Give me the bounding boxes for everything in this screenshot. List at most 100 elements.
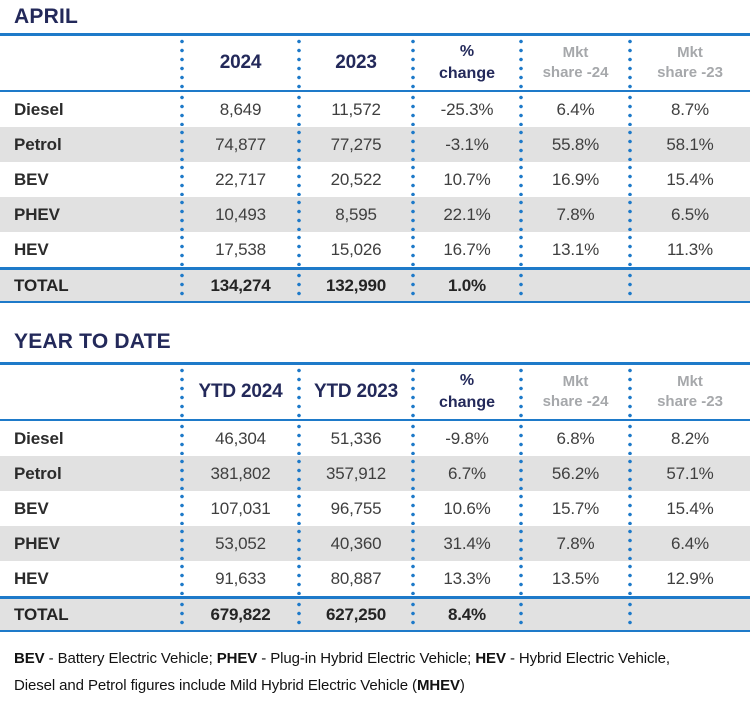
cell-2024: 107,031 [180,491,299,526]
ytd-header-row: YTD 2024 YTD 2023 % change Mkt share -24… [0,364,750,421]
table-row-phev: PHEV 10,493 8,595 22.1% 7.8% 6.5% [0,197,750,232]
cell-change: 22.1% [411,197,521,232]
cell-share23: 11.3% [628,232,750,269]
cell-2023: 627,250 [297,598,413,632]
cell-change: 8.4% [411,598,521,632]
table-row-hev: HEV 91,633 80,887 13.3% 13.5% 12.9% [0,561,750,598]
cell-share24: 7.8% [519,197,630,232]
cell-change: -25.3% [411,91,521,127]
cell-2023: 80,887 [297,561,413,598]
cell-share23: 12.9% [628,561,750,598]
col-header-empty [0,364,182,421]
col-header-2023: 2023 [297,35,413,92]
row-label: TOTAL [14,275,69,295]
cell-2024: 17,538 [180,232,299,269]
april-header-row: 2024 2023 % change Mkt share -24 Mkt sha… [0,35,750,92]
cell-share24 [519,269,630,303]
cell-change: -9.8% [411,420,521,456]
table-row-diesel: Diesel 8,649 11,572 -25.3% 6.4% 8.7% [0,91,750,127]
cell-share24: 13.1% [519,232,630,269]
footnote-text: - Hybrid Electric Vehicle, Diesel and Pe… [14,650,670,694]
cell-change: -3.1% [411,127,521,162]
footnote-abbrev-mhev: MHEV [416,677,460,694]
row-label: BEV [14,498,49,518]
cell-share23: 8.7% [628,91,750,127]
table-row-hev: HEV 17,538 15,026 16.7% 13.1% 11.3% [0,232,750,269]
footnote-abbrev-hev: HEV [475,650,506,667]
cell-change: 10.7% [411,162,521,197]
cell-change: 10.6% [411,491,521,526]
table-row-bev: BEV 107,031 96,755 10.6% 15.7% 15.4% [0,491,750,526]
row-label: PHEV [14,204,60,224]
april-section-title: APRIL [14,5,78,28]
cell-share23: 58.1% [628,127,750,162]
table-row-total: TOTAL 679,822 627,250 8.4% [0,597,750,632]
cell-share24: 6.8% [519,420,630,456]
cell-share23: 15.4% [628,162,750,197]
col-header-ytd-2023: YTD 2023 [297,364,413,421]
table-row-diesel: Diesel 46,304 51,336 -9.8% 6.8% 8.2% [0,420,750,456]
cell-change: 6.7% [411,456,521,491]
col-header-ytd-2024: YTD 2024 [180,364,299,421]
row-label: BEV [14,169,49,189]
cell-share24: 55.8% [519,127,630,162]
col-header-empty [0,35,182,92]
col-header-mkt-share-24: Mkt share -24 [519,364,630,421]
row-label: TOTAL [14,604,69,624]
row-label: Petrol [14,463,62,483]
ytd-table: YTD 2024 YTD 2023 % change Mkt share -24… [0,362,750,632]
footnote-legend: BEV - Battery Electric Vehicle; PHEV - P… [14,645,736,699]
row-label: HEV [14,568,49,588]
cell-2024: 22,717 [180,162,299,197]
row-label: PHEV [14,533,60,553]
cell-share23 [628,269,750,303]
col-header-mkt-share-23: Mkt share -23 [628,35,750,92]
ytd-section-title: YEAR TO DATE [14,330,171,353]
cell-2024: 134,274 [180,269,299,303]
table-row-petrol: Petrol 74,877 77,275 -3.1% 55.8% 58.1% [0,127,750,162]
cell-2024: 74,877 [180,127,299,162]
footnote-text: - Plug-in Hybrid Electric Vehicle; [257,650,476,667]
cell-share23: 6.4% [628,526,750,561]
cell-2023: 20,522 [297,162,413,197]
col-header-mkt-share-23: Mkt share -23 [628,364,750,421]
cell-2024: 46,304 [180,420,299,456]
cell-2024: 10,493 [180,197,299,232]
cell-2023: 132,990 [297,269,413,303]
cell-2023: 96,755 [297,491,413,526]
cell-2023: 51,336 [297,420,413,456]
april-table: 2024 2023 % change Mkt share -24 Mkt sha… [0,33,750,303]
cell-2023: 11,572 [297,91,413,127]
col-header-pct-change: % change [411,364,521,421]
footnote-text: ) [459,677,465,694]
cell-share23: 8.2% [628,420,750,456]
row-label: Diesel [14,428,64,448]
table-row-phev: PHEV 53,052 40,360 31.4% 7.8% 6.4% [0,526,750,561]
cell-share24: 56.2% [519,456,630,491]
footnote-abbrev-bev: BEV [14,650,45,667]
cell-share24: 15.7% [519,491,630,526]
cell-2023: 15,026 [297,232,413,269]
cell-2023: 8,595 [297,197,413,232]
cell-change: 16.7% [411,232,521,269]
cell-2024: 381,802 [180,456,299,491]
cell-share24 [519,598,630,632]
row-label: Diesel [14,99,64,119]
cell-share24: 7.8% [519,526,630,561]
cell-change: 1.0% [411,269,521,303]
col-header-pct-change: % change [411,35,521,92]
cell-share24: 13.5% [519,561,630,598]
col-header-2024: 2024 [180,35,299,92]
cell-2023: 357,912 [297,456,413,491]
footnote-text: - Battery Electric Vehicle; [44,650,217,667]
cell-share23 [628,598,750,632]
cell-2024: 91,633 [180,561,299,598]
cell-change: 13.3% [411,561,521,598]
col-header-mkt-share-24: Mkt share -24 [519,35,630,92]
table-row-bev: BEV 22,717 20,522 10.7% 16.9% 15.4% [0,162,750,197]
cell-2024: 8,649 [180,91,299,127]
cell-2024: 679,822 [180,598,299,632]
row-label: Petrol [14,134,62,154]
cell-share24: 6.4% [519,91,630,127]
cell-2023: 40,360 [297,526,413,561]
